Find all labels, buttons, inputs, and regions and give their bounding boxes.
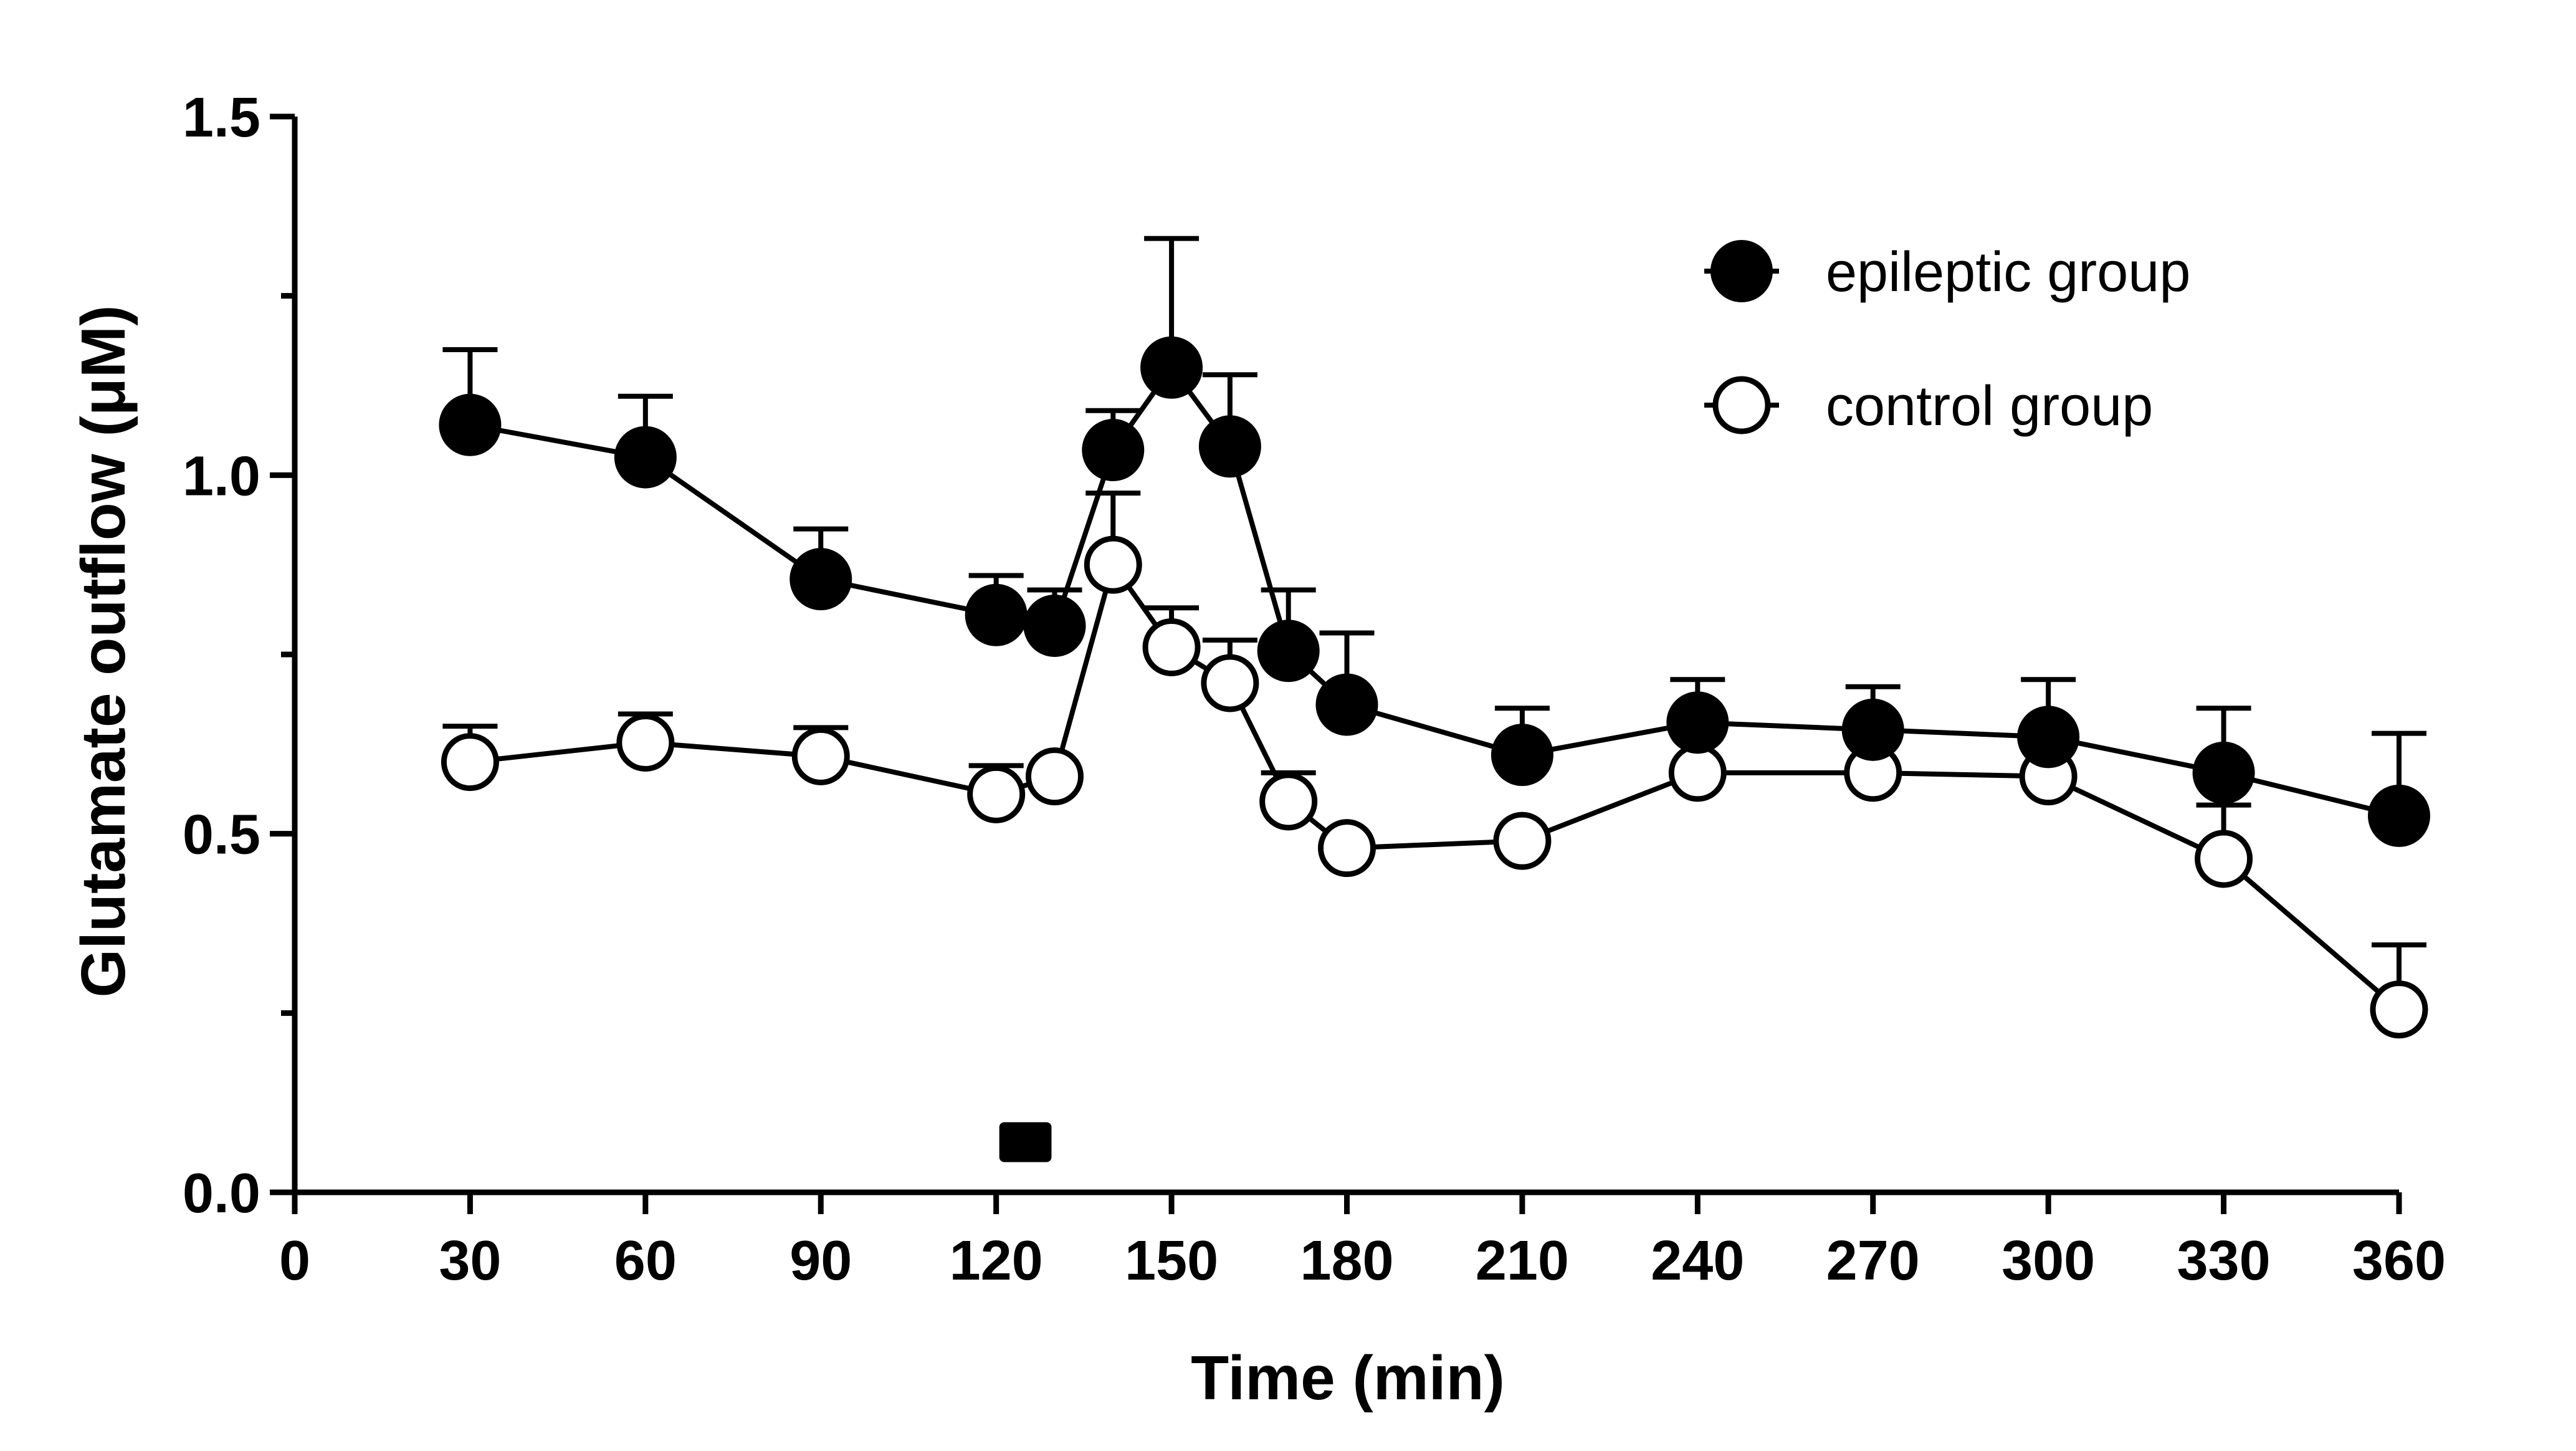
series-line bbox=[469, 363, 2400, 818]
data-point bbox=[1841, 698, 1904, 761]
series-epileptic bbox=[439, 236, 2430, 847]
legend-item-epileptic: epileptic group bbox=[1704, 240, 2190, 304]
x-tick-label: 0 bbox=[279, 1230, 310, 1292]
x-tick-label: 360 bbox=[2352, 1230, 2446, 1292]
data-point bbox=[791, 727, 850, 785]
plot-area: 0.0 0.5 1.0 1.5 0 30 60 90 120 150 180 210 240 270 300… bbox=[183, 87, 2446, 1292]
data-point bbox=[1142, 618, 1201, 676]
x-tick-label: 330 bbox=[2177, 1230, 2270, 1292]
legend-marker-epileptic bbox=[1710, 240, 1773, 302]
data-point bbox=[1084, 535, 1142, 594]
data-point bbox=[2017, 706, 2080, 769]
data-point bbox=[1082, 419, 1145, 482]
x-tick-label: 60 bbox=[614, 1230, 677, 1292]
data-point bbox=[2370, 980, 2428, 1039]
y-tick-label: 1.0 bbox=[183, 445, 260, 507]
data-point bbox=[1318, 819, 1376, 878]
x-tick-label: 300 bbox=[2001, 1230, 2095, 1292]
data-point bbox=[965, 583, 1028, 646]
x-tick-label: 270 bbox=[1826, 1230, 1920, 1292]
y-tick-label: 0.0 bbox=[183, 1162, 260, 1225]
data-point bbox=[1493, 812, 1552, 870]
data-point bbox=[1259, 772, 1318, 831]
data-point bbox=[1201, 654, 1259, 712]
data-point bbox=[441, 733, 499, 792]
legend-label-epileptic: epileptic group bbox=[1826, 241, 2190, 304]
data-point bbox=[2195, 830, 2253, 888]
legend-label-control: control group bbox=[1826, 375, 2153, 438]
data-point bbox=[1257, 620, 1320, 682]
data-point bbox=[1315, 673, 1378, 736]
data-point bbox=[967, 765, 1026, 823]
data-point bbox=[1198, 415, 1261, 478]
x-tick-label: 240 bbox=[1651, 1230, 1744, 1292]
data-point bbox=[2192, 741, 2255, 804]
x-tick-label: 210 bbox=[1476, 1230, 1569, 1292]
data-point bbox=[1491, 724, 1553, 787]
data-point bbox=[2368, 784, 2430, 847]
x-tick-label: 150 bbox=[1125, 1230, 1218, 1292]
x-axis-title: Time (min) bbox=[1191, 1343, 1505, 1413]
stimulus-bar bbox=[999, 1122, 1052, 1162]
data-point bbox=[1023, 594, 1086, 657]
legend-item-control: control group bbox=[1704, 375, 2153, 438]
x-tick-label: 30 bbox=[439, 1230, 501, 1292]
data-point bbox=[614, 426, 677, 489]
data-point bbox=[439, 393, 502, 456]
data-point bbox=[1140, 336, 1203, 399]
data-point bbox=[616, 714, 675, 772]
y-tick-label: 0.5 bbox=[183, 804, 260, 866]
x-tick-label: 90 bbox=[789, 1230, 852, 1292]
y-axis-title: Glutamate outflow (μM) bbox=[69, 305, 138, 997]
data-point bbox=[1668, 744, 1727, 802]
x-tick-label: 120 bbox=[950, 1230, 1043, 1292]
series-line bbox=[469, 558, 2401, 1012]
data-point bbox=[1666, 691, 1729, 754]
x-tick-label: 180 bbox=[1300, 1230, 1393, 1292]
y-tick-label: 1.5 bbox=[183, 87, 260, 149]
legend: epileptic group control group bbox=[1704, 240, 2190, 438]
legend-marker-control bbox=[1712, 376, 1771, 434]
data-point bbox=[1025, 747, 1084, 806]
data-point bbox=[789, 548, 852, 611]
